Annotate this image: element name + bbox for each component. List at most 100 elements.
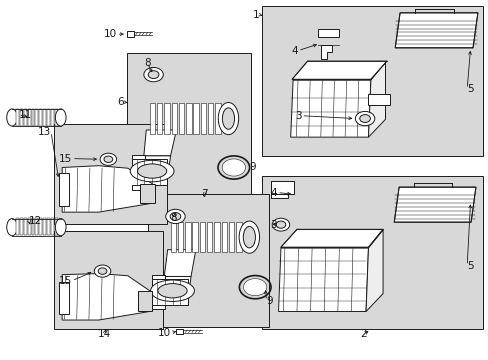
Ellipse shape (158, 284, 187, 298)
Text: 7: 7 (201, 189, 207, 199)
Bar (47, 218, 50, 235)
Polygon shape (318, 29, 338, 37)
Bar (200, 222, 204, 252)
Text: 3: 3 (270, 220, 277, 230)
Ellipse shape (222, 108, 234, 129)
Bar (35, 218, 38, 235)
Circle shape (359, 114, 370, 122)
Ellipse shape (7, 219, 18, 236)
Polygon shape (281, 230, 382, 248)
Bar (51, 109, 54, 126)
Text: 12: 12 (29, 216, 42, 226)
Bar (20, 218, 23, 235)
Text: 15: 15 (59, 154, 72, 163)
Circle shape (94, 265, 111, 277)
Text: 14: 14 (98, 329, 111, 339)
Bar (43, 218, 46, 235)
Bar (28, 218, 30, 235)
Polygon shape (292, 62, 385, 80)
Polygon shape (394, 13, 477, 48)
Bar (149, 103, 155, 134)
Bar (261, 6, 482, 156)
Bar (206, 222, 212, 252)
Text: 6: 6 (117, 97, 123, 107)
Bar (215, 103, 220, 134)
Text: 4: 4 (291, 46, 297, 56)
Bar (157, 103, 162, 134)
Polygon shape (176, 329, 183, 334)
Bar (228, 222, 234, 252)
Polygon shape (62, 166, 152, 212)
Circle shape (272, 218, 289, 231)
Polygon shape (281, 229, 382, 247)
Ellipse shape (243, 226, 255, 248)
Polygon shape (131, 155, 144, 159)
Bar (179, 103, 184, 134)
Bar (51, 218, 54, 235)
Bar (193, 103, 199, 134)
Polygon shape (126, 31, 133, 37)
Bar (47, 109, 50, 126)
Bar (148, 194, 268, 327)
Polygon shape (152, 279, 187, 305)
Polygon shape (271, 181, 293, 194)
Bar (55, 218, 58, 235)
Polygon shape (271, 194, 287, 198)
Bar (28, 109, 30, 126)
Bar (31, 218, 34, 235)
Polygon shape (161, 276, 191, 303)
Bar (16, 109, 19, 126)
Bar (39, 218, 42, 235)
Polygon shape (140, 156, 170, 184)
Polygon shape (131, 159, 166, 185)
Text: 9: 9 (266, 296, 272, 306)
Polygon shape (393, 187, 475, 222)
Bar (186, 103, 191, 134)
Polygon shape (164, 249, 196, 276)
Text: 3: 3 (294, 111, 301, 121)
Bar (126, 53, 250, 196)
Text: 2: 2 (360, 329, 366, 339)
Ellipse shape (218, 103, 238, 135)
Ellipse shape (7, 109, 18, 126)
Bar (54, 231, 163, 329)
Bar (221, 222, 226, 252)
Bar (54, 124, 166, 224)
Text: 13: 13 (38, 127, 51, 137)
Circle shape (355, 111, 374, 126)
Circle shape (165, 209, 185, 224)
Bar (35, 109, 38, 126)
Ellipse shape (243, 279, 266, 296)
Bar (24, 109, 27, 126)
Polygon shape (59, 282, 69, 314)
Bar (39, 109, 42, 126)
Bar (185, 222, 190, 252)
Polygon shape (143, 130, 176, 156)
Circle shape (170, 212, 181, 220)
Bar (171, 103, 177, 134)
Bar (43, 109, 46, 126)
Text: 8: 8 (170, 212, 177, 222)
Circle shape (148, 71, 159, 78)
Text: 15: 15 (59, 276, 72, 286)
Ellipse shape (239, 221, 259, 253)
Polygon shape (59, 173, 69, 206)
Bar (201, 103, 205, 134)
Text: 1: 1 (252, 10, 259, 19)
Bar (31, 109, 34, 126)
Circle shape (98, 268, 107, 274)
Bar (55, 109, 58, 126)
Polygon shape (131, 185, 144, 190)
Polygon shape (368, 94, 389, 105)
Polygon shape (291, 61, 386, 79)
Bar (214, 222, 219, 252)
Bar (24, 218, 27, 235)
Circle shape (143, 67, 163, 82)
Text: 11: 11 (19, 110, 32, 120)
Bar (178, 222, 183, 252)
Polygon shape (137, 291, 152, 311)
Bar (207, 103, 213, 134)
Bar (261, 176, 482, 329)
Ellipse shape (150, 280, 194, 301)
Text: 5: 5 (466, 261, 473, 271)
